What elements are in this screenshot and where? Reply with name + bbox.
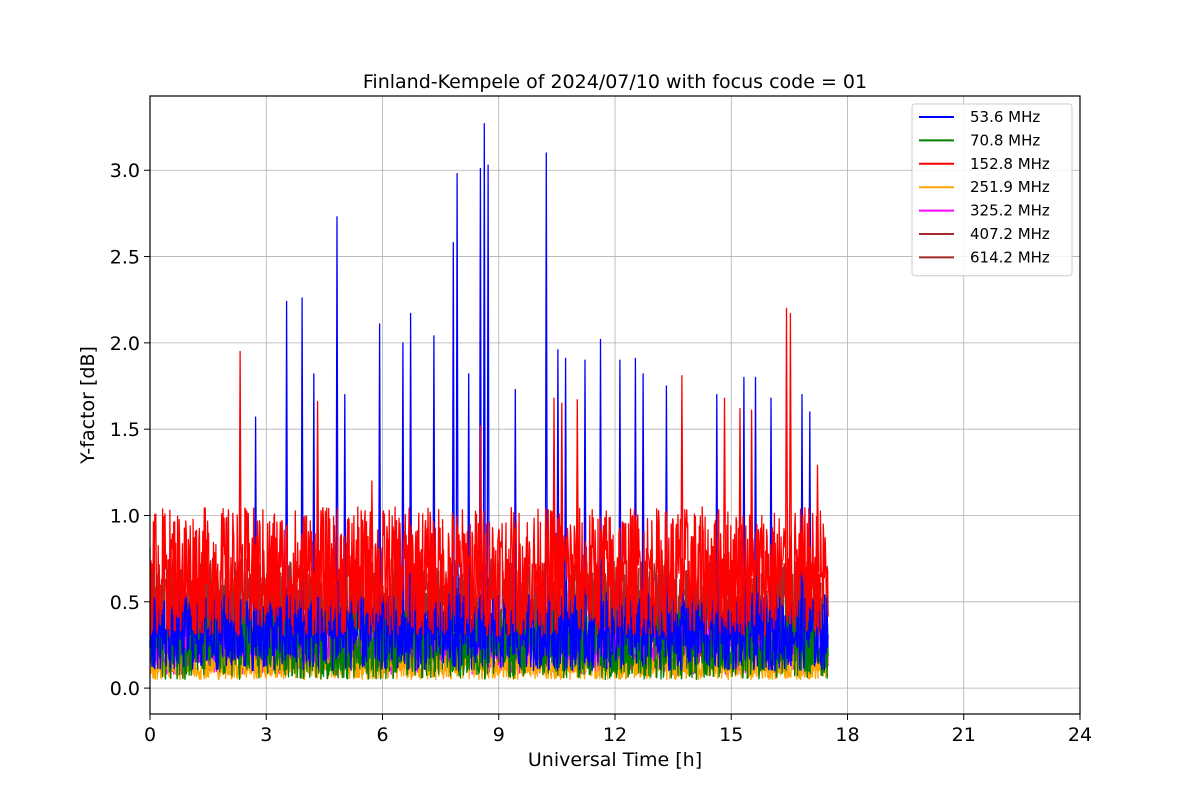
x-axis: 0 3 6 9 12 15 18 21 24 — [144, 714, 1092, 746]
x-axis-label: Universal Time [h] — [528, 749, 702, 771]
legend-label: 614.2 MHz — [970, 248, 1050, 266]
x-tick-label: 0 — [144, 724, 156, 746]
y-axis-label: Y-factor [dB] — [77, 346, 99, 465]
y-tick-label: 2.5 — [110, 247, 140, 269]
plot-area — [149, 122, 829, 681]
y-tick-label: 0.5 — [110, 592, 140, 614]
legend-label: 53.6 MHz — [970, 108, 1040, 126]
x-tick-label: 12 — [603, 724, 627, 746]
legend: 53.6 MHz 70.8 MHz 152.8 MHz 251.9 MHz 325.2… — [911, 103, 1073, 277]
legend-label: 251.9 MHz — [970, 178, 1050, 196]
y-tick-label: 3.0 — [110, 160, 140, 182]
x-tick-label: 18 — [835, 724, 859, 746]
chart-title: Finland-Kempele of 2024/07/10 with focus… — [363, 71, 867, 93]
y-tick-label: 1.5 — [110, 419, 140, 441]
y-tick-label: 1.0 — [110, 505, 140, 527]
series-line — [149, 307, 829, 637]
legend-label: 407.2 MHz — [970, 225, 1050, 243]
x-tick-label: 15 — [719, 724, 743, 746]
legend-label: 325.2 MHz — [970, 202, 1050, 220]
x-tick-label: 3 — [260, 724, 272, 746]
y-axis: 0.0 0.5 1.0 1.5 2.0 2.5 3.0 — [110, 160, 150, 700]
x-tick-label: 9 — [493, 724, 505, 746]
legend-label: 70.8 MHz — [970, 131, 1040, 149]
y-tick-label: 0.0 — [110, 678, 140, 700]
y-tick-label: 2.0 — [110, 333, 140, 355]
legend-label: 152.8 MHz — [970, 155, 1050, 173]
legend-box — [911, 103, 1073, 277]
x-tick-label: 21 — [952, 724, 976, 746]
x-tick-label: 24 — [1068, 724, 1092, 746]
x-tick-label: 6 — [376, 724, 388, 746]
